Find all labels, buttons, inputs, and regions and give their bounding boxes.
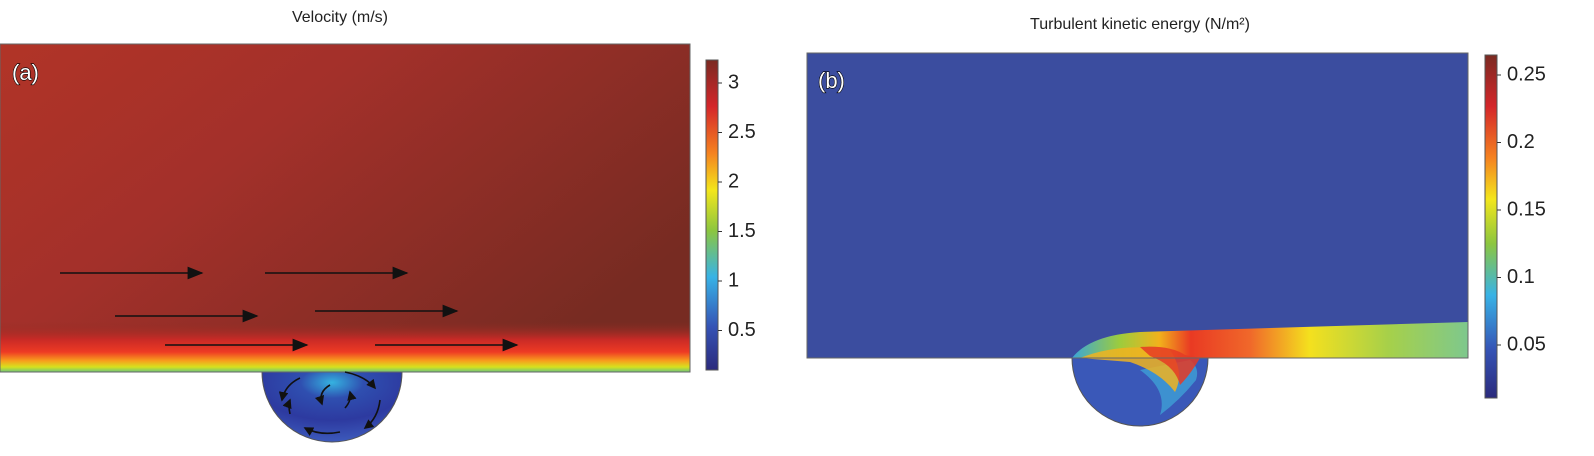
cavity: [261, 371, 403, 443]
colorbar-tick-label: 2.5: [728, 121, 756, 143]
flow-arrows: [60, 266, 519, 436]
boundary-layer: [0, 322, 690, 372]
panel-label: (b): [818, 68, 845, 93]
panel-a: Velocity (m/s) (a) 3 2.5 2 1.5 1 0.5: [0, 9, 756, 443]
panel-title: Turbulent kinetic energy (N/m²): [1030, 16, 1250, 33]
panel-b: Turbulent kinetic energy (N/m²) (b) 0.25…: [806, 16, 1546, 427]
colorbar-ticks: 3 2.5 2 1.5 1 0.5: [718, 71, 756, 341]
colorbar-tick-label: 3: [728, 71, 739, 93]
velocity-field: [0, 44, 690, 372]
colorbar: [705, 59, 719, 371]
colorbar-tick-label: 0.5: [728, 319, 756, 341]
colorbar-tick-label: 2: [728, 170, 739, 192]
tke-plume: [1072, 322, 1468, 358]
colorbar-tick-label: 0.2: [1507, 131, 1535, 153]
colorbar-tick-label: 0.15: [1507, 198, 1546, 220]
tke-peak: [1140, 346, 1200, 385]
domain-outline: [806, 52, 1469, 359]
colorbar: [1484, 54, 1498, 399]
panel-label: (a): [12, 60, 39, 85]
colorbar-tick-label: 1.5: [728, 220, 756, 242]
tke-field: [807, 53, 1468, 358]
panel-title: Velocity (m/s): [292, 9, 388, 26]
colorbar-tick-label: 0.1: [1507, 266, 1535, 288]
colorbar-ticks: 0.25 0.2 0.15 0.1 0.05: [1497, 63, 1546, 355]
colorbar-tick-label: 0.25: [1507, 63, 1546, 85]
colorbar-tick-label: 0.05: [1507, 333, 1546, 355]
colorbar-tick-label: 1: [728, 269, 739, 291]
